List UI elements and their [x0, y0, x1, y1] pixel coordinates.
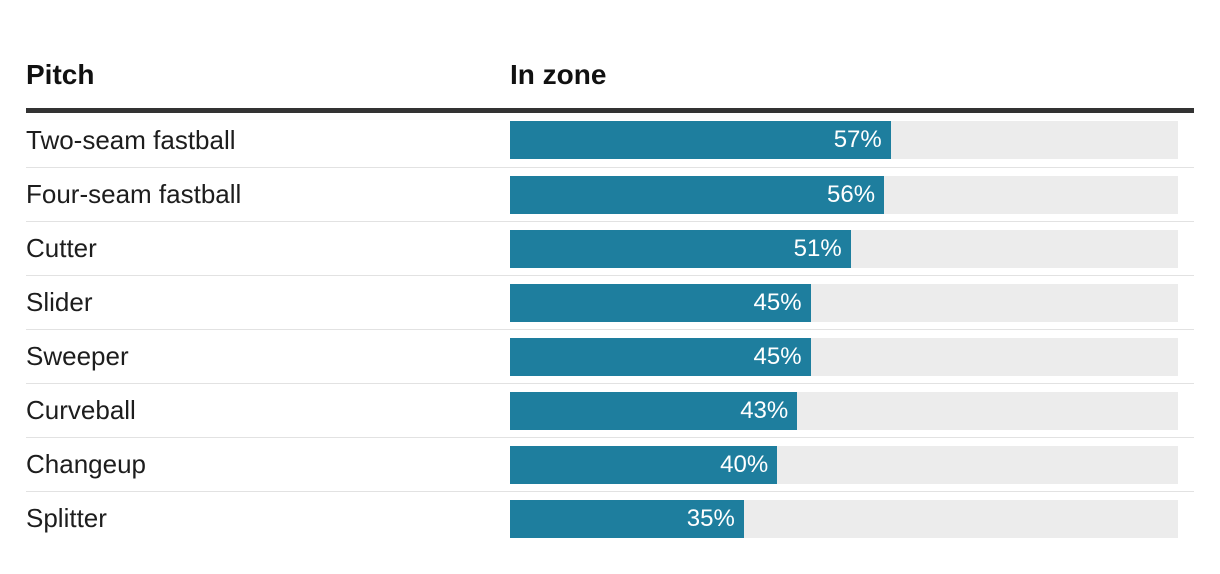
table-row: Curveball 43% — [26, 383, 1194, 437]
bar-fill: 40% — [510, 445, 778, 484]
table-row: Slider 45% — [26, 275, 1194, 329]
bar-track: 45% — [510, 283, 1178, 322]
header-col-pitch: Pitch — [26, 58, 510, 92]
bar-value-label: 35% — [686, 504, 735, 532]
table-row: Four-seam fastball 56% — [26, 167, 1194, 221]
bar-track: 57% — [510, 121, 1178, 159]
bar-value-label: 40% — [720, 450, 769, 478]
bar-value-label: 57% — [833, 126, 882, 153]
in-zone-column-header: In zone — [510, 59, 607, 90]
bar-track: 43% — [510, 391, 1178, 430]
bar-fill: 57% — [510, 121, 891, 159]
bar-fill: 56% — [510, 175, 885, 214]
table-row: Sweeper 45% — [26, 329, 1194, 383]
bar-track: 35% — [510, 499, 1178, 538]
table-row: Two-seam fastball 57% — [26, 113, 1194, 167]
bar-fill: 51% — [510, 229, 851, 268]
bar-fill: 43% — [510, 391, 798, 430]
table-row: Splitter 35% — [26, 491, 1194, 545]
pitch-label: Changeup — [26, 449, 146, 479]
table-header: Pitch In zone — [26, 58, 1194, 113]
header-col-zone: In zone — [510, 58, 1194, 92]
bar-track: 51% — [510, 229, 1178, 268]
bar-value-label: 56% — [827, 180, 876, 208]
bar-fill: 35% — [510, 499, 744, 538]
bar-rows: Two-seam fastball 57% Four-seam fastball… — [26, 113, 1194, 545]
bar-value-label: 51% — [793, 234, 842, 262]
bar-track: 56% — [510, 175, 1178, 214]
pitch-label: Four-seam fastball — [26, 179, 242, 209]
pitch-label: Two-seam fastball — [26, 124, 236, 155]
bar-fill: 45% — [510, 283, 811, 322]
bar-track: 40% — [510, 445, 1178, 484]
bar-value-label: 43% — [740, 396, 789, 424]
bar-value-label: 45% — [753, 288, 802, 316]
pitch-column-header: Pitch — [26, 59, 95, 90]
bar-fill: 45% — [510, 337, 811, 376]
pitch-label: Slider — [26, 287, 93, 317]
pitch-label: Cutter — [26, 233, 97, 263]
bar-track: 45% — [510, 337, 1178, 376]
table-row: Cutter 51% — [26, 221, 1194, 275]
pitch-label: Splitter — [26, 503, 107, 533]
pitch-label: Curveball — [26, 395, 136, 425]
table-row: Changeup 40% — [26, 437, 1194, 491]
pitch-label: Sweeper — [26, 341, 129, 371]
bar-value-label: 45% — [753, 342, 802, 370]
